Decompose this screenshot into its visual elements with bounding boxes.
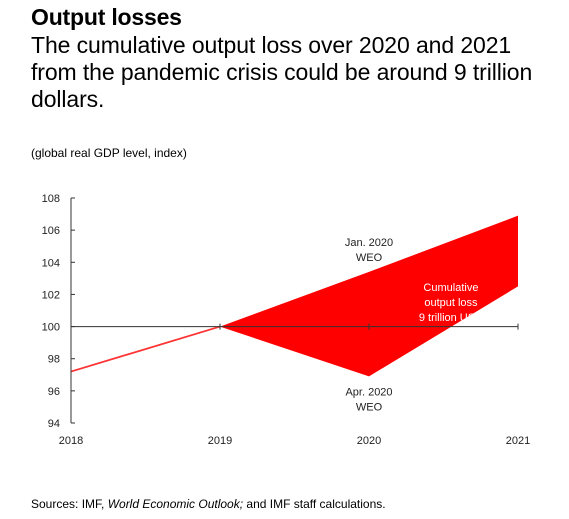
y-tick-label: 96 [48,386,60,398]
annotation-label: Jan. 2020 WEO [345,237,393,264]
x-tick-label: 2018 [59,435,83,447]
annotation-line: WEO [356,402,383,414]
x-tick-label: 2019 [208,435,232,447]
source-suffix: and IMF staff calculations. [243,497,386,511]
source-note: Sources: IMF, World Economic Outlook; an… [31,497,386,511]
units-note: (global real GDP level, index) [31,146,187,160]
output-loss-area [220,215,518,377]
annotation-line: WEO [356,252,383,264]
annotation-label: Cumulative output loss 9 trillion USD [419,282,483,324]
chart-subtitle: The cumulative output loss over 2020 and… [31,32,533,112]
x-tick-label: 2020 [357,435,381,447]
annotation-line: Jan. 2020 [345,237,393,249]
source-italic: World Economic Outlook; [107,497,244,511]
annotation-line: Apr. 2020 [345,387,392,399]
y-tick-label: 104 [42,257,60,269]
x-tick-label: 2021 [506,435,530,447]
annotation-line: output loss [424,297,478,309]
chart-title: Output losses [31,4,182,30]
source-prefix: Sources: IMF, [31,497,108,511]
y-tick-label: 102 [42,289,60,301]
y-tick-label: 98 [48,354,60,366]
history-line [70,325,221,373]
annotation-line: 9 trillion USD [419,312,483,324]
annotation-label: Apr. 2020 WEO [345,387,392,414]
annotation-line: Cumulative [423,282,478,294]
y-tick-label: 100 [42,322,60,334]
y-tick-label: 106 [42,225,60,237]
y-tick-label: 94 [48,418,60,430]
gdp-chart: 94 96 98 100 102 104 106 108 2018 2019 2020 2021 Jan… [42,193,531,447]
y-tick-label: 108 [42,193,60,205]
